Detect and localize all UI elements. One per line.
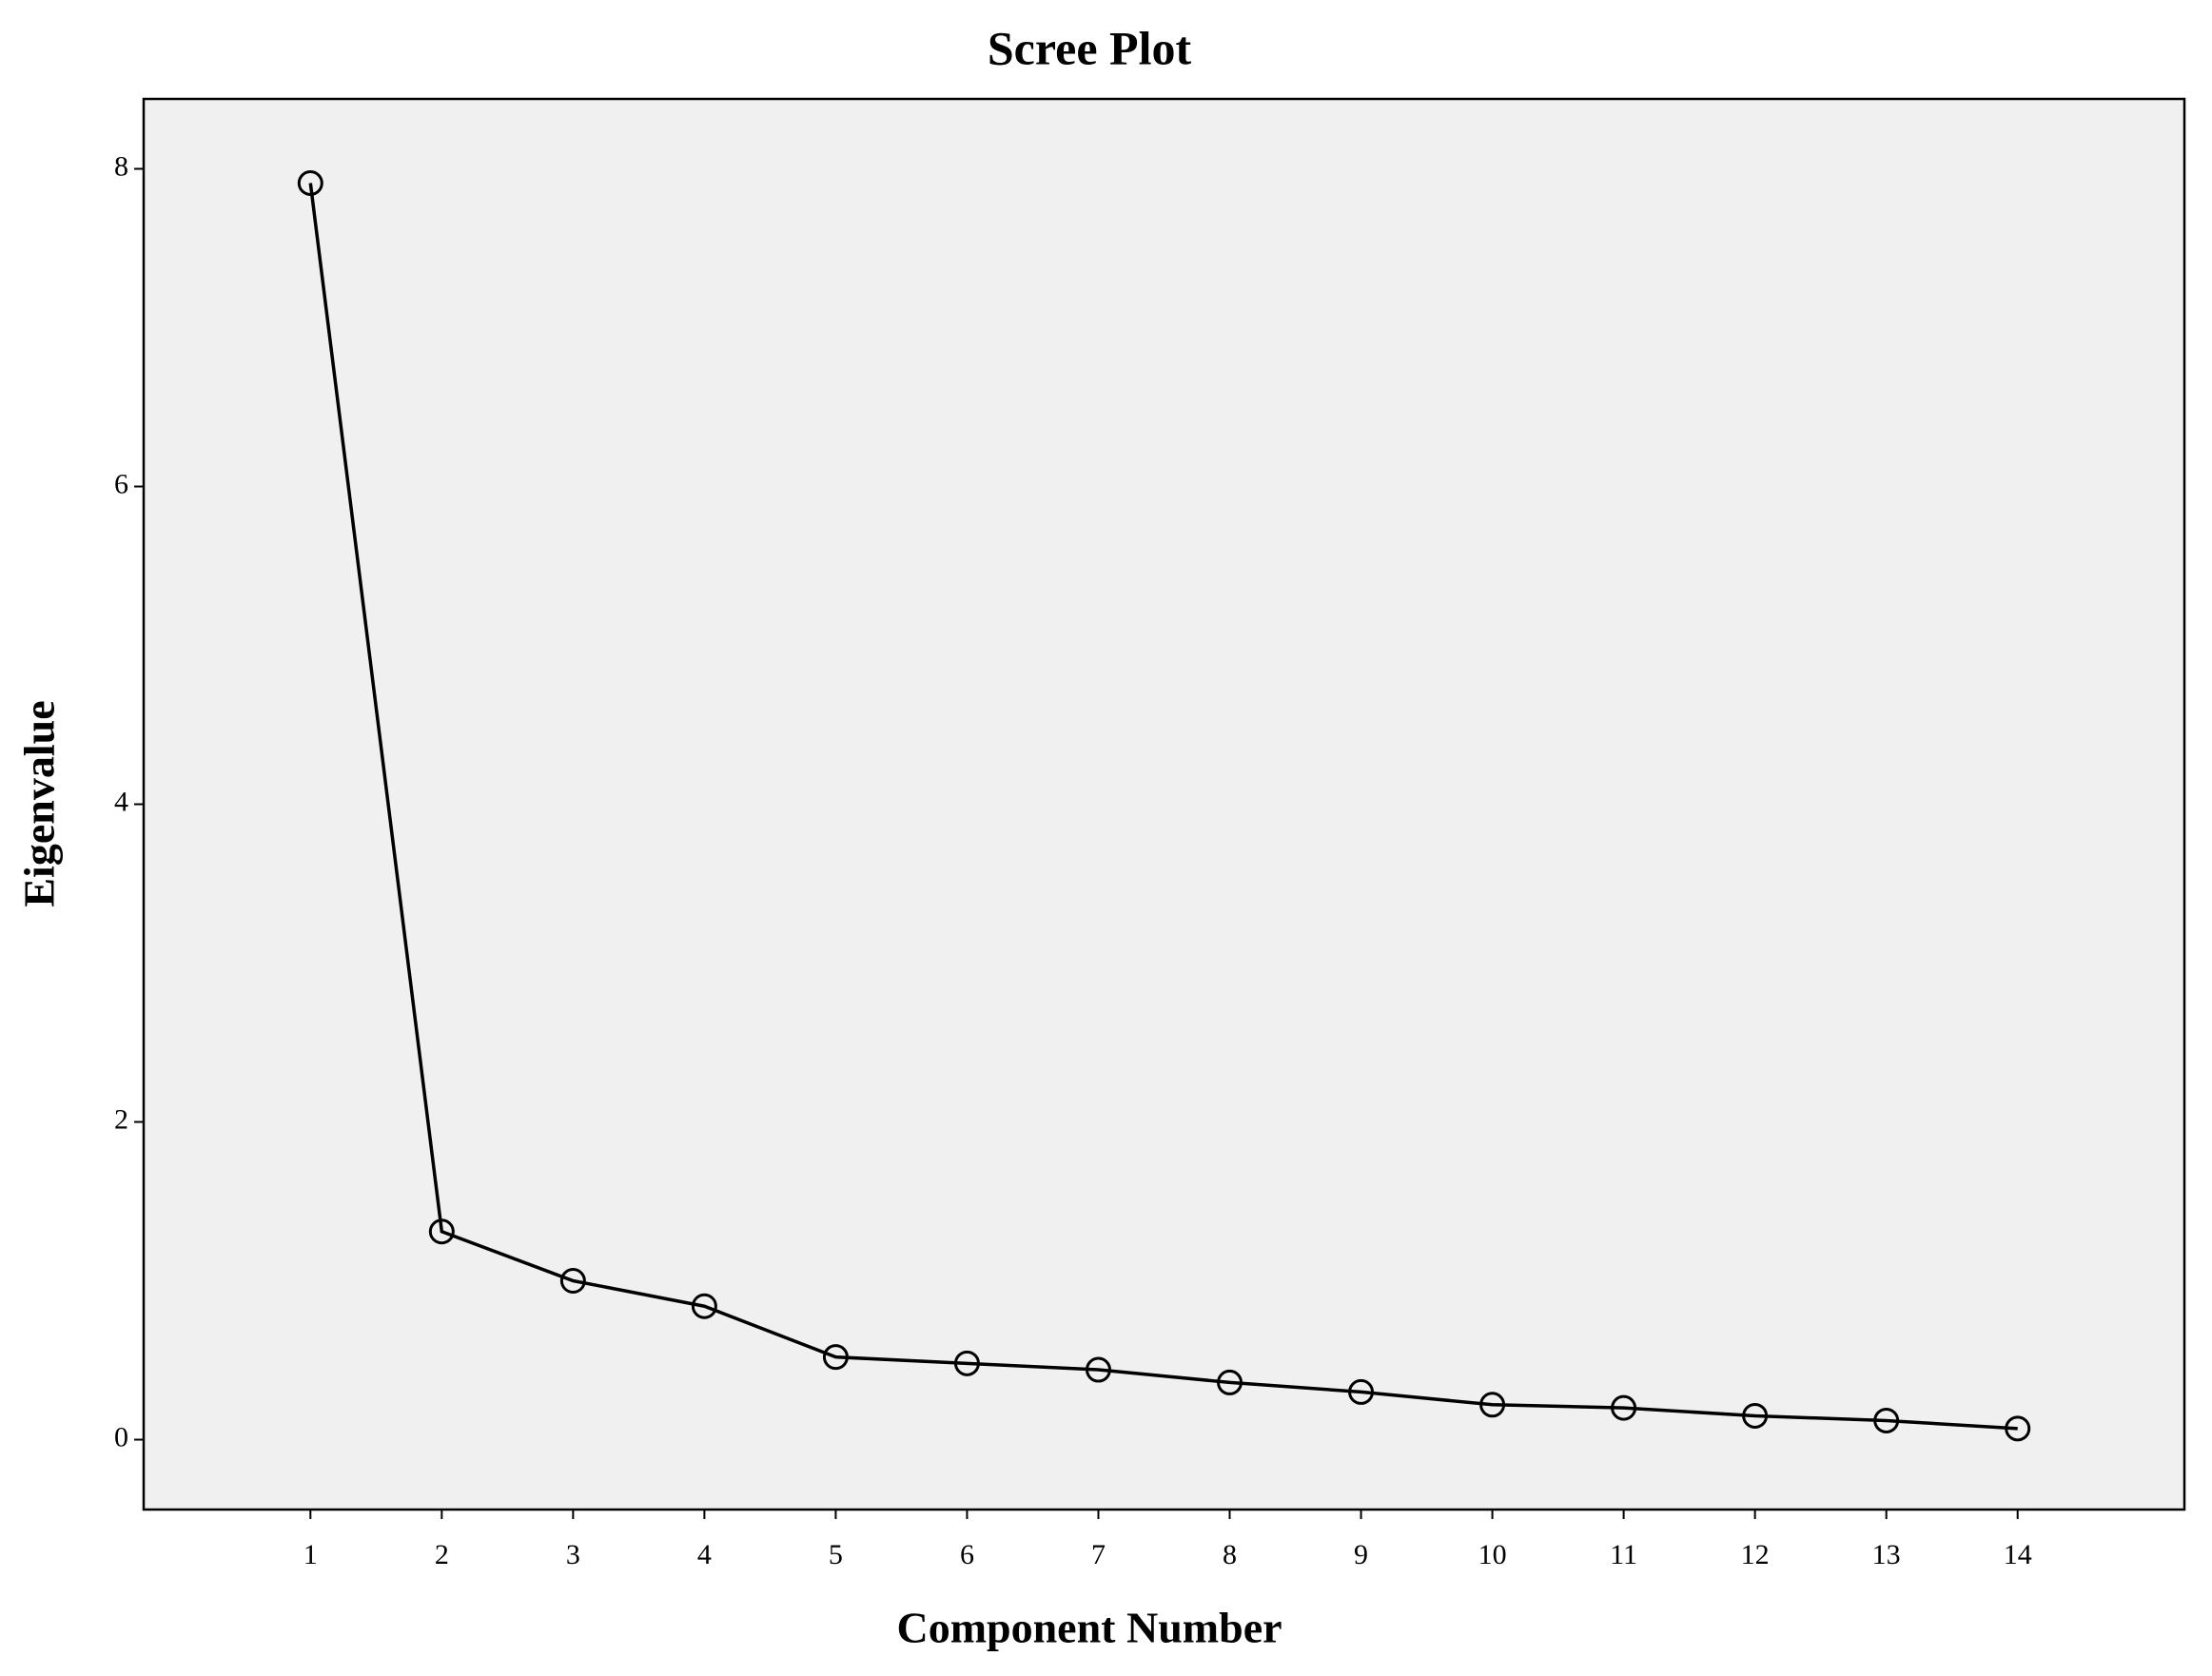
point xyxy=(822,1344,849,1371)
x-tick-label: 2 xyxy=(435,1539,449,1570)
point xyxy=(953,1350,980,1376)
x-tick-label: 14 xyxy=(2004,1539,2032,1570)
x-axis-label: Component Number xyxy=(896,1604,1282,1652)
y-tick-label: 2 xyxy=(114,1103,128,1135)
y-axis-label: Eigenvalue xyxy=(15,700,64,906)
x-tick-label: 12 xyxy=(1741,1539,1770,1570)
x-tick-label: 8 xyxy=(1223,1539,1237,1570)
x-tick-label: 11 xyxy=(1610,1539,1637,1570)
y-tick-label: 6 xyxy=(114,468,128,499)
point xyxy=(297,170,323,197)
x-tick-label: 5 xyxy=(829,1539,843,1570)
point xyxy=(1742,1402,1769,1429)
y-tick-label: 8 xyxy=(114,150,128,182)
x-tick-label: 4 xyxy=(697,1539,712,1570)
point xyxy=(1348,1378,1375,1405)
x-tick-label: 9 xyxy=(1354,1539,1368,1570)
plot-area xyxy=(142,97,2186,1511)
x-tick-label: 13 xyxy=(1872,1539,1901,1570)
x-tick-label: 3 xyxy=(566,1539,580,1570)
point xyxy=(1085,1356,1111,1383)
point xyxy=(428,1218,455,1245)
point xyxy=(2005,1415,2031,1442)
y-tick-label: 0 xyxy=(114,1421,128,1452)
x-tick-label: 10 xyxy=(1478,1539,1507,1570)
point xyxy=(1217,1369,1243,1395)
chart-title: Scree Plot xyxy=(988,21,1192,74)
x-tick-label: 7 xyxy=(1091,1539,1106,1570)
point xyxy=(691,1293,717,1319)
y-tick-label: 4 xyxy=(114,786,128,817)
point xyxy=(1873,1407,1900,1433)
point xyxy=(559,1268,586,1295)
point xyxy=(1479,1392,1506,1418)
series-line xyxy=(308,183,2018,1431)
x-tick-label: 6 xyxy=(960,1539,974,1570)
point xyxy=(1611,1394,1637,1421)
x-tick-label: 1 xyxy=(303,1539,318,1570)
